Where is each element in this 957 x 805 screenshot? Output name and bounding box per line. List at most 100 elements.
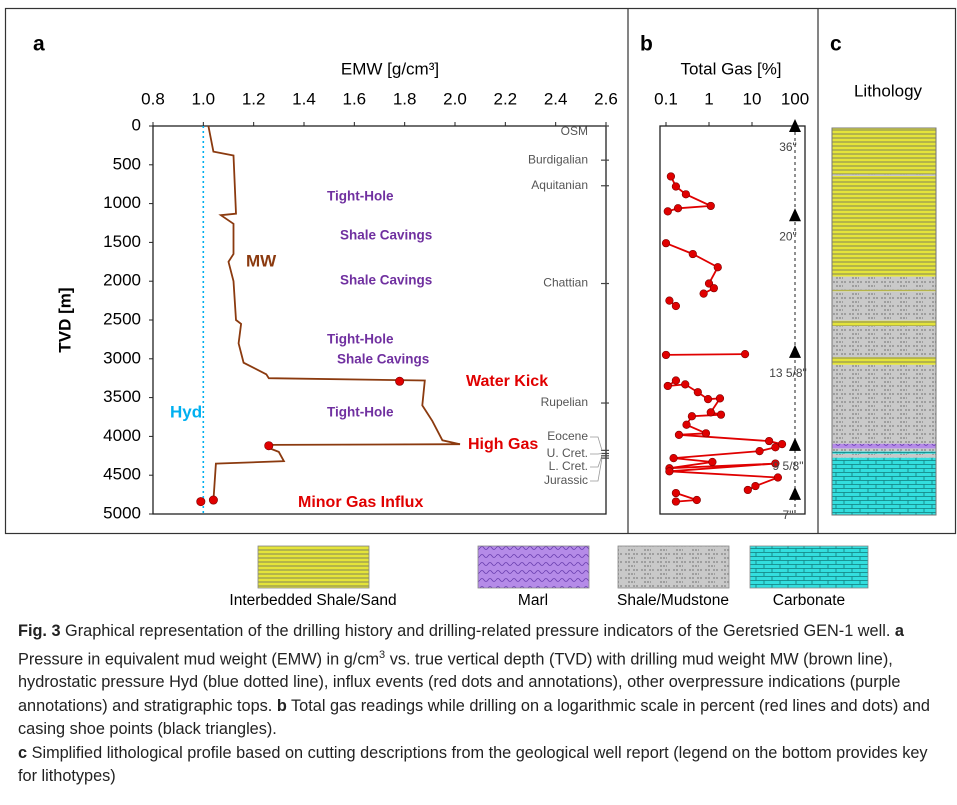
x-tick-label: 1.8 (393, 89, 417, 108)
strat-leader (590, 453, 603, 455)
lithology-interval (832, 175, 936, 277)
series-point (709, 284, 718, 293)
series-point (671, 301, 681, 311)
caption-key: c (18, 743, 28, 762)
y-tick-label: 3500 (103, 387, 141, 406)
casing-shoe (789, 119, 801, 132)
series-point (669, 454, 678, 463)
lithology-interval (832, 320, 936, 327)
lithology-interval (832, 276, 936, 290)
y-tick-label: 1500 (103, 232, 141, 251)
y-tick-label: 4000 (103, 426, 141, 445)
lithology-interval (832, 453, 936, 458)
caption-key: b (276, 696, 287, 715)
legend-swatch (617, 545, 730, 589)
x-tick-label: 1.4 (292, 89, 316, 108)
x-tick-label: 0.1 (654, 89, 678, 108)
strat-label: OSM (561, 124, 588, 138)
series-point (663, 207, 672, 216)
strat-label: Chattian (543, 276, 588, 290)
lithology-interval (832, 128, 936, 175)
series-label: MW (246, 251, 277, 270)
strat-leader (590, 436, 603, 451)
lithology-interval (832, 457, 936, 515)
lithology-interval (832, 174, 936, 176)
x-tick-label: 2.0 (443, 89, 467, 108)
strat-leader (590, 455, 603, 468)
casing-shoe (789, 486, 801, 500)
figure: a EMW [g/cm³] TVD [m] 0.8 1.0 1.2 1.4 1.6 1.8 2.0… (4, 7, 957, 609)
influx-point (395, 376, 405, 386)
x-axis-title: EMW [g/cm³] (341, 59, 439, 78)
lithology-interval (832, 364, 936, 444)
series-point (706, 408, 715, 417)
series-point (699, 289, 708, 298)
y-tick-label: 1000 (103, 193, 141, 212)
influx-point (264, 441, 274, 451)
lithology-interval (832, 291, 936, 321)
x-tick-label: 2.6 (594, 89, 618, 108)
y-tick-label: 3000 (103, 348, 141, 367)
influx-label: Minor Gas Influx (298, 494, 423, 511)
x-tick-label: 2.2 (494, 89, 518, 108)
legend-label: Carbonate (773, 592, 845, 609)
influx-label: High Gas (468, 436, 538, 453)
casing-label: 7" (783, 508, 794, 522)
legend-label: Interbedded Shale/Sand (229, 592, 396, 609)
series-point (716, 410, 726, 419)
annotation: Tight-Hole (327, 332, 394, 347)
panel-letter: a (33, 33, 45, 56)
legend-swatch (477, 545, 590, 589)
series-point (665, 296, 674, 305)
series-point (703, 395, 713, 404)
x-tick-label: 1.0 (192, 89, 216, 108)
casing-shoe (789, 344, 801, 358)
series-point (681, 190, 690, 199)
series-point (773, 473, 782, 482)
figure-frame (4, 7, 957, 535)
series-line (207, 125, 461, 501)
x-tick-label: 10 (743, 89, 762, 108)
lithology-interval (832, 289, 936, 292)
strat-leader (590, 458, 603, 482)
series-point (765, 436, 774, 446)
series-line (665, 176, 785, 503)
caption-text: Pressure in equivalent mud weight (EMW) … (18, 649, 380, 668)
y-tick-label: 4500 (103, 465, 141, 484)
series-point (671, 497, 681, 506)
lithology-interval (832, 443, 936, 449)
caption-text: vs. true vertical depth (TVD) with drill… (18, 649, 901, 715)
strat-label: L. Cret. (549, 459, 588, 473)
caption-text: Simplified lithological profile based on… (18, 743, 928, 786)
caption-sup: 3 (379, 648, 386, 661)
series-point (740, 350, 750, 359)
caption: Fig. 3 Graphical representation of the d… (18, 620, 943, 789)
annotation: Shale Cavings (340, 228, 432, 243)
series-point (692, 495, 701, 505)
series-point (682, 420, 691, 429)
x-axis-title: Total Gas [%] (680, 59, 781, 78)
legend-label: Shale/Mudstone (617, 592, 729, 609)
series-point (701, 429, 711, 438)
x-tick-label: 1.2 (242, 89, 266, 108)
annotation: Tight-Hole (327, 189, 394, 204)
y-tick-label: 2000 (103, 271, 141, 290)
series-point (687, 412, 696, 421)
series-point (771, 459, 780, 468)
series-point (715, 394, 725, 403)
legend-label: Marl (518, 592, 548, 609)
series-point (674, 430, 684, 439)
x-tick-label: 2.4 (544, 89, 568, 108)
series-point (681, 380, 690, 389)
x-tick-label: 1 (704, 89, 713, 108)
series-point (661, 239, 671, 248)
caption-label: Fig. 3 (18, 622, 61, 640)
annotation: Tight-Hole (327, 405, 394, 420)
series-point (755, 447, 764, 456)
panel-letter: c (830, 33, 842, 56)
annotation: Shale Cavings (337, 352, 429, 367)
series-point (706, 201, 715, 211)
y-tick-label: 5000 (103, 503, 141, 522)
series-point (771, 443, 780, 452)
strat-label: Burdigalian (528, 152, 588, 166)
